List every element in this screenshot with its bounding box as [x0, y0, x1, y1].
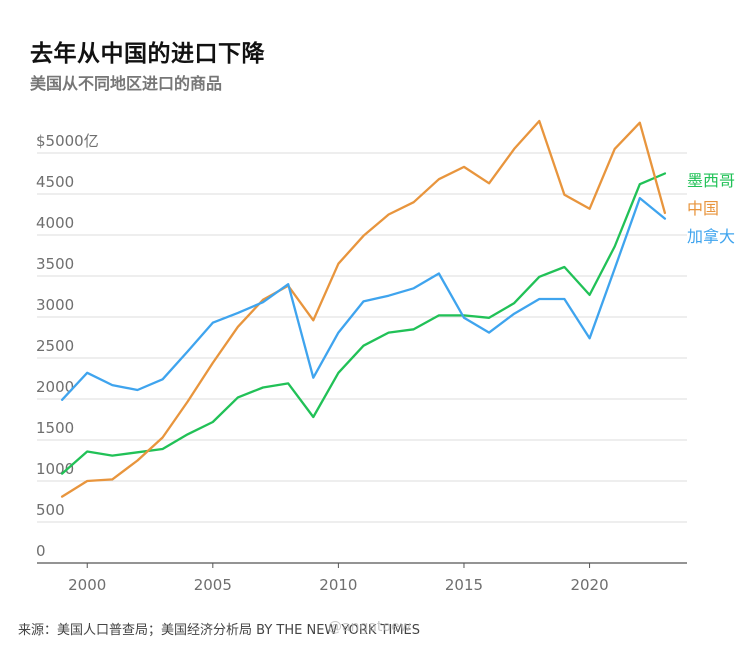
y-tick-label: 500	[36, 501, 65, 519]
x-tick-label: 2000	[68, 576, 106, 594]
line-chart: 0 500 1000 1500 2000 2500 3000 3500 4000 4500 $500…	[36, 119, 735, 594]
x-tick-label: 2020	[570, 576, 608, 594]
y-axis-tick-labels: 0 500 1000 1500 2000 2500 3000 3500 4000 4500 $500…	[36, 132, 99, 560]
source-note: 来源：美国人口普查局；美国经济分析局 BY THE NEW YORK TIMES	[18, 623, 421, 638]
grid-lines	[37, 152, 687, 523]
y-tick-label: 1000	[36, 460, 74, 478]
y-tick-label: $5000亿	[36, 132, 99, 150]
x-tick-label: 2015	[445, 576, 483, 594]
x-axis-tick-labels: 2000 2005 2010 2015 2020	[68, 563, 609, 594]
y-tick-label: 2500	[36, 337, 74, 355]
series-label: 加拿大	[687, 227, 735, 246]
y-tick-label: 0	[36, 542, 46, 560]
y-tick-label: 2000	[36, 378, 74, 396]
chart-subtitle: 美国从不同地区进口的商品	[30, 74, 223, 93]
y-tick-label: 1500	[36, 419, 74, 437]
y-tick-label: 4500	[36, 173, 74, 191]
series-line	[60, 196, 667, 401]
x-tick-label: 2010	[319, 576, 357, 594]
x-tick-label: 2005	[194, 576, 232, 594]
series-label: 中国	[687, 199, 719, 218]
y-tick-label: 4000	[36, 214, 74, 232]
series-label: 墨西哥	[687, 171, 735, 190]
series-line	[60, 119, 667, 498]
chart-title: 去年从中国的进口下降	[30, 41, 265, 67]
y-tick-label: 3500	[36, 255, 74, 273]
y-tick-label: 3000	[36, 296, 74, 314]
watermark: @angatoew	[328, 619, 412, 635]
series-line	[60, 172, 667, 475]
series-lines	[60, 119, 667, 498]
